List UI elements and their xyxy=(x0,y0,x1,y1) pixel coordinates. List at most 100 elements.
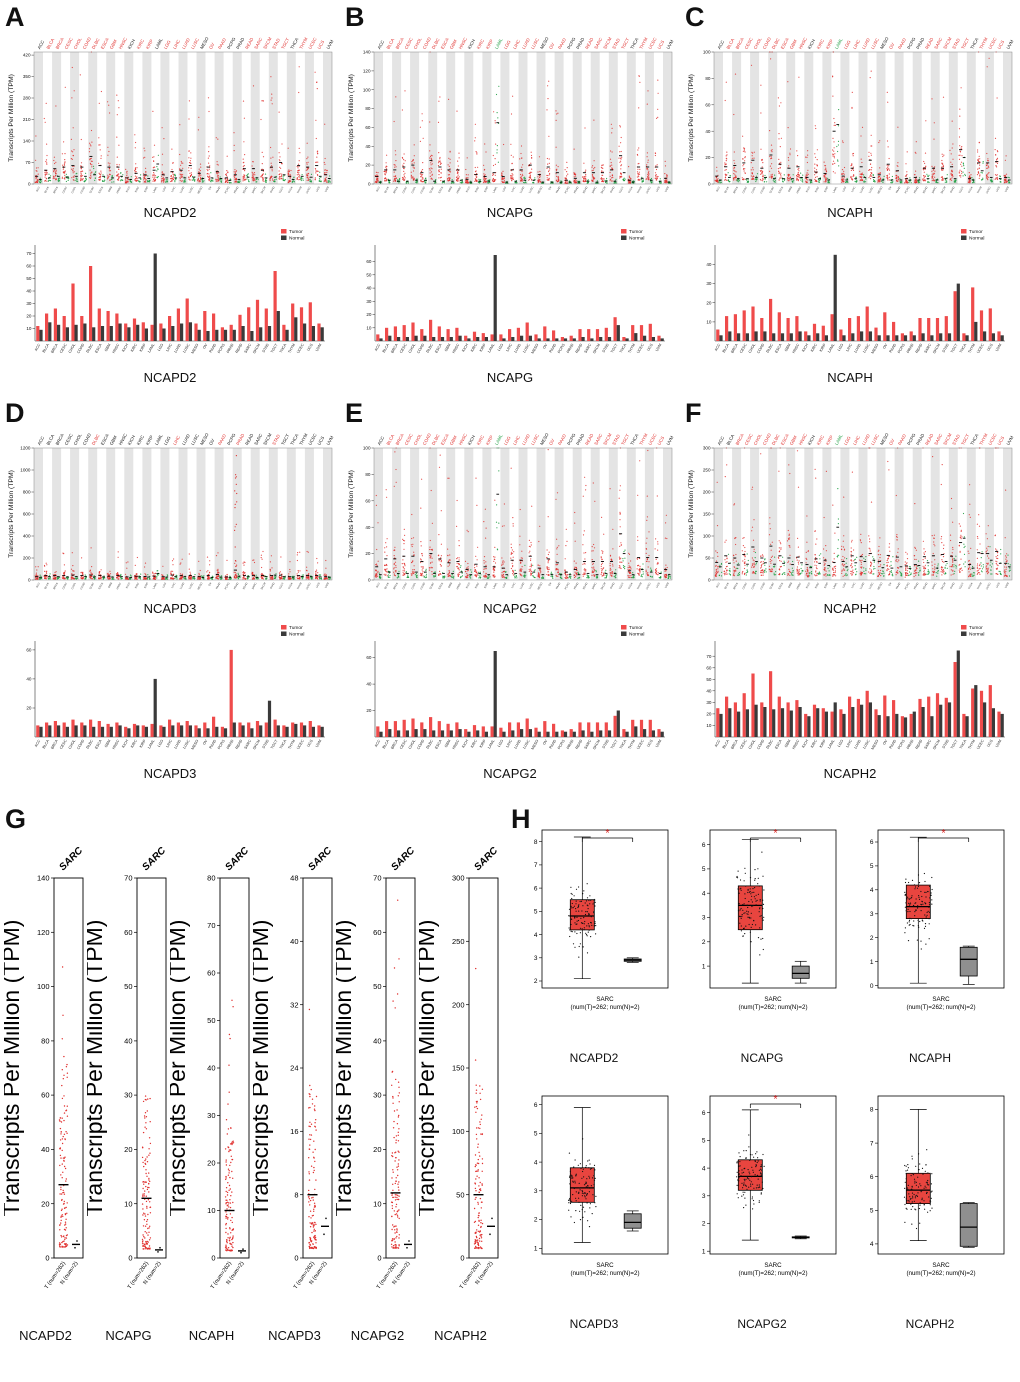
stripcol-ncaph: Transcripts Per Million (TPM) 0 10 20 30 40 50… xyxy=(164,822,253,1348)
panel-letter-b: B xyxy=(345,2,365,32)
svg-text:THCA: THCA xyxy=(969,37,979,50)
svg-text:BLCA: BLCA xyxy=(382,343,391,354)
svg-text:CESC: CESC xyxy=(59,343,68,354)
svg-text:SKCM: SKCM xyxy=(932,343,941,354)
svg-text:KIRP: KIRP xyxy=(823,185,830,193)
ncapg-tumor-normal-bar-chart: 10 20 30 40 50 60 ACC BLCA BRCA CESC CHOL COAD DLBC E… xyxy=(349,225,671,377)
svg-text:SKCM: SKCM xyxy=(252,343,261,354)
svg-text:BLCA: BLCA xyxy=(43,581,50,589)
svg-text:THYM: THYM xyxy=(627,343,636,354)
gene-label-strip-ncaph2: NCAPH2 xyxy=(434,1328,487,1343)
svg-text:TGCT: TGCT xyxy=(960,37,970,50)
gene-label-strip-ncapg: NCAPG xyxy=(105,1328,152,1343)
svg-text:LGG: LGG xyxy=(163,435,172,446)
sarc-ncapd3-box-plot: 1 2 3 4 5 6 SARC (num(T)=262; num(N)=2) xyxy=(510,1084,678,1318)
svg-text:LUSC: LUSC xyxy=(187,186,194,194)
svg-text:LIHC: LIHC xyxy=(170,186,176,193)
svg-text:KICH: KICH xyxy=(121,343,129,353)
svg-text:LGG: LGG xyxy=(161,582,167,589)
svg-text:KIRP: KIRP xyxy=(139,343,147,353)
svg-text:LAML: LAML xyxy=(151,185,158,194)
svg-text:MESO: MESO xyxy=(876,186,883,195)
svg-text:LUSC: LUSC xyxy=(527,186,534,194)
svg-text:0: 0 xyxy=(28,182,31,187)
svg-text:BRCA: BRCA xyxy=(52,581,59,590)
svg-text:Tumor: Tumor xyxy=(289,229,303,235)
svg-text:DLBC: DLBC xyxy=(431,37,441,50)
svg-text:CESC: CESC xyxy=(399,343,408,354)
svg-text:STAD: STAD xyxy=(262,343,270,354)
svg-text:PRAD: PRAD xyxy=(915,37,925,50)
svg-text:LAML: LAML xyxy=(834,37,844,50)
svg-text:TGCT: TGCT xyxy=(278,185,285,194)
svg-text:LAML: LAML xyxy=(827,343,835,353)
svg-text:40: 40 xyxy=(705,129,711,134)
svg-text:THYM: THYM xyxy=(978,36,988,50)
svg-text:UVM: UVM xyxy=(1005,39,1014,50)
svg-text:KIRC: KIRC xyxy=(470,343,478,353)
svg-text:PRAD: PRAD xyxy=(573,186,580,195)
gene-label-ncapg2-bar: NCAPG2 xyxy=(483,766,537,781)
svg-text:ESCA: ESCA xyxy=(437,185,444,194)
boxcell-ncapd2: 2 3 4 5 6 7 8 * SARC (num(T)=262; num(N)=2) NCAPD… xyxy=(510,818,678,1070)
svg-text:100: 100 xyxy=(703,50,711,55)
svg-text:LUAD: LUAD xyxy=(513,343,522,354)
svg-text:UCS: UCS xyxy=(646,343,654,352)
gene-label-box-ncapg2: NCAPG2 xyxy=(737,1317,787,1331)
svg-text:BRCA: BRCA xyxy=(52,185,59,194)
svg-text:READ: READ xyxy=(582,186,589,195)
svg-text:PRAD: PRAD xyxy=(233,186,240,195)
svg-text:ESCA: ESCA xyxy=(97,185,104,194)
svg-text:THCA: THCA xyxy=(279,343,288,354)
svg-text:KIRC: KIRC xyxy=(816,38,825,50)
svg-text:LAML: LAML xyxy=(154,433,164,446)
svg-text:Transcripts Per Million (TPM): Transcripts Per Million (TPM) xyxy=(688,74,695,162)
svg-text:BLCA: BLCA xyxy=(723,185,730,193)
svg-text:DLBC: DLBC xyxy=(88,582,95,590)
sarc-ncaph2-box-plot: 4 5 6 7 8 SARC (num(T)=262; num(N)=2) xyxy=(846,1084,1014,1318)
svg-text:HNSC: HNSC xyxy=(115,186,122,195)
stripcol-ncapg2: Transcripts Per Million (TPM) 0 10 20 30 40 50… xyxy=(330,822,419,1348)
svg-text:KIRP: KIRP xyxy=(143,185,150,193)
svg-text:50: 50 xyxy=(366,272,372,277)
svg-text:30: 30 xyxy=(26,301,32,306)
svg-text:HNSC: HNSC xyxy=(458,37,468,50)
svg-text:BLCA: BLCA xyxy=(385,37,395,50)
ncapg2-profile-dot-plot: 0 20 40 60 80 100 Transcripts Per Million (TPM… xyxy=(344,402,680,616)
svg-text:KIRC: KIRC xyxy=(134,582,141,590)
svg-text:KICH: KICH xyxy=(465,186,472,194)
svg-text:40: 40 xyxy=(26,289,32,294)
svg-text:DLBC: DLBC xyxy=(428,186,435,194)
ncapg-profile-dot-plot: 0 20 40 60 80 100 120 140 Transcripts Per Millio… xyxy=(344,6,680,220)
svg-text:UCS: UCS xyxy=(986,343,994,352)
svg-text:SARC: SARC xyxy=(933,37,943,50)
panel-h: H 2 3 4 5 6 7 8 * SARC (num(T)=262; num(N)=2) NCA… xyxy=(506,804,1020,1348)
panel-letter-g: G xyxy=(5,804,27,834)
svg-text:ACC: ACC xyxy=(714,343,722,352)
svg-text:PRAD: PRAD xyxy=(566,343,575,354)
svg-text:UCS: UCS xyxy=(306,343,314,352)
svg-text:KIRP: KIRP xyxy=(819,343,827,353)
svg-text:UCEC: UCEC xyxy=(307,37,317,50)
svg-text:1200: 1200 xyxy=(20,446,31,451)
svg-text:LUAD: LUAD xyxy=(858,186,865,194)
svg-text:STAD: STAD xyxy=(949,186,956,194)
svg-text:DLBC: DLBC xyxy=(91,433,101,446)
svg-text:CHOL: CHOL xyxy=(70,185,77,194)
svg-text:STAD: STAD xyxy=(269,186,276,194)
svg-text:PAAD: PAAD xyxy=(549,343,558,354)
svg-text:UCS: UCS xyxy=(315,185,321,192)
gene-label-strip-ncaph: NCAPH xyxy=(188,1328,235,1343)
svg-text:TGCT: TGCT xyxy=(618,185,625,194)
svg-text:GBM: GBM xyxy=(784,343,792,352)
gene-label-ncapd3-bar: NCAPD3 xyxy=(143,766,197,781)
gene-label-box-ncapg: NCAPG xyxy=(740,1051,784,1065)
svg-text:LAML: LAML xyxy=(491,185,498,194)
svg-text:READ: READ xyxy=(235,343,244,354)
svg-text:GBM: GBM xyxy=(447,185,454,193)
svg-text:PCPG: PCPG xyxy=(563,186,570,195)
svg-text:70: 70 xyxy=(25,160,31,165)
svg-text:GBM: GBM xyxy=(787,185,794,193)
svg-text:GBM: GBM xyxy=(107,185,114,193)
svg-text:CHOL: CHOL xyxy=(408,343,417,354)
